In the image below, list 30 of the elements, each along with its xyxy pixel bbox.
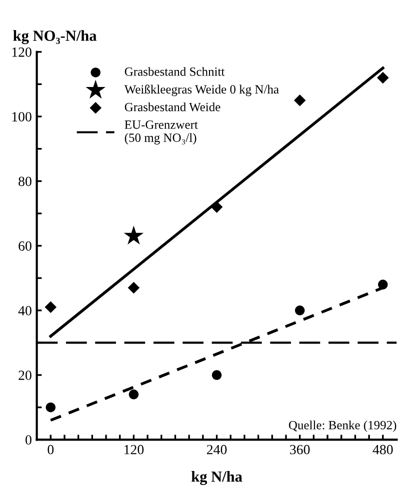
- x-tick-label: 480: [372, 444, 393, 454]
- point: [124, 226, 144, 244]
- y-tick-label: 100: [12, 112, 32, 122]
- x-tick-label: 120: [124, 444, 144, 454]
- point: [128, 390, 139, 400]
- y-tick-label: 0: [26, 435, 32, 445]
- x-tick-label: 360: [290, 444, 310, 454]
- x-tick-label: 240: [206, 444, 227, 454]
- legend-label: EU-Grenzwert (50 mg NO₃/l): [124, 120, 198, 145]
- y-axis-title: kg NO₃-N/ha: [13, 30, 97, 44]
- point: [294, 306, 305, 316]
- point: [212, 370, 222, 380]
- y-tick-label: 40: [18, 306, 32, 316]
- y-tick-label: 120: [12, 47, 32, 57]
- point: [378, 280, 388, 290]
- point: [376, 72, 389, 84]
- point: [46, 402, 56, 412]
- legend-label: Grasbestand Weide: [124, 102, 220, 112]
- annotation: Quelle: Benke (1992): [288, 420, 396, 432]
- legend-label: Grasbestand Schnitt: [124, 67, 225, 76]
- y-tick-label: 20: [18, 370, 32, 380]
- point: [44, 301, 57, 314]
- x-axis-title: kg N/ha: [191, 471, 242, 485]
- point: [294, 94, 306, 106]
- point: [210, 201, 223, 213]
- y-tick-label: 60: [18, 241, 32, 251]
- x-tick-label: 0: [48, 444, 54, 454]
- y-tick-label: 80: [18, 176, 32, 186]
- point: [128, 282, 140, 294]
- legend-label: Weißkleegras Weide 0 kg N/ha: [124, 84, 279, 96]
